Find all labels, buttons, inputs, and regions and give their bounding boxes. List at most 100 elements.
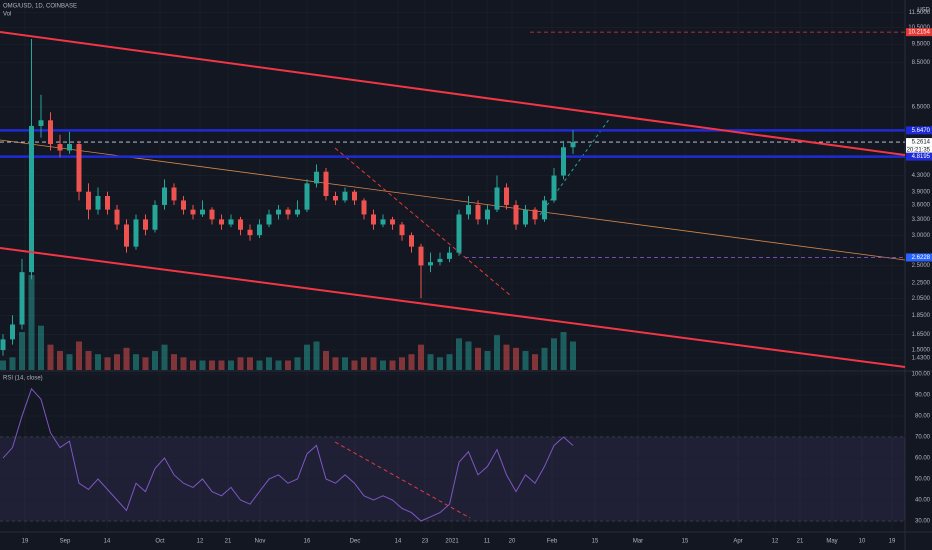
candle-body: [333, 196, 338, 201]
volume-bar: [446, 354, 453, 370]
grid: [0, 0, 905, 530]
x-tick-label: 15: [682, 539, 689, 545]
volume-bar: [313, 341, 320, 370]
volume-bar: [380, 360, 386, 370]
rsi-line: [2, 387, 574, 522]
volume-bar: [285, 360, 291, 370]
candle-body: [485, 209, 490, 220]
candle-body: [523, 209, 528, 225]
volume-bar: [323, 351, 329, 370]
y-tick-label: 2.5000: [912, 263, 931, 269]
price-tag-label: 5.2614: [912, 140, 931, 146]
candle-body: [513, 204, 519, 225]
volume-bar: [437, 357, 443, 370]
x-tick-label: 21: [225, 539, 232, 545]
volume-bar: [522, 351, 529, 370]
volume-bar: [47, 344, 54, 370]
volume-bar: [228, 360, 234, 370]
volume-bar: [551, 338, 557, 370]
candles: [0, 38, 576, 356]
candle-body: [342, 191, 348, 201]
volume-bar: [532, 354, 538, 370]
y-tick-label: 3.3000: [912, 217, 931, 223]
volume-bar: [475, 347, 481, 370]
candle-body: [19, 272, 25, 325]
candle-body: [428, 262, 433, 266]
y-tick-label: 3.6000: [912, 203, 931, 209]
price-tag: [906, 152, 932, 161]
candle-body: [285, 209, 291, 215]
candle-body: [390, 219, 395, 225]
candle-body: [67, 144, 72, 151]
candle-body: [295, 209, 300, 215]
candle-body: [447, 252, 452, 259]
volume-bar: [266, 357, 272, 370]
volume-bar: [294, 357, 301, 370]
volume-bar: [408, 354, 415, 370]
y-tick-label: 3.9000: [912, 189, 931, 195]
candle-body: [0, 339, 6, 351]
candle-body: [352, 191, 357, 201]
x-tick-label: 10: [859, 539, 866, 545]
candle-body: [456, 214, 462, 253]
x-tick-label: 14: [395, 539, 402, 545]
price-tag-label: 4.8195: [912, 154, 931, 160]
x-tick-label: 21: [797, 539, 804, 545]
symbol: OMG/USD, 1D, COINBASE: [3, 4, 77, 10]
x-tick-label: 14: [104, 539, 111, 545]
x-tick-label: Oct: [155, 539, 165, 545]
volume-bar: [95, 354, 101, 370]
price-tag: [906, 253, 932, 262]
candle-body: [361, 200, 367, 215]
price-tag: [906, 126, 932, 135]
candle-body: [190, 209, 196, 215]
price-lines: [0, 31, 905, 258]
price-tag-label: 5.6470: [912, 128, 931, 134]
candle-body: [209, 209, 215, 220]
candle-body: [466, 204, 471, 215]
x-tick-label: 19: [889, 539, 896, 545]
x-tick-label: 20: [509, 539, 516, 545]
candle-body: [532, 209, 538, 220]
volume-bar: [133, 354, 139, 370]
candle-body: [95, 196, 101, 210]
price-tag: [906, 28, 932, 37]
volume-bar: [503, 344, 510, 370]
x-tick-label: Apr: [733, 539, 742, 545]
volume-bar: [85, 351, 92, 370]
candle-body: [29, 125, 34, 273]
volume-bar: [456, 338, 462, 370]
y-tick-label: 80.00: [915, 414, 931, 420]
y-tick-label: 2.0500: [912, 296, 931, 302]
x-tick-label: Sep: [60, 539, 71, 545]
candle-body: [48, 120, 53, 145]
volume-bar: [123, 347, 130, 370]
volume: [0, 275, 576, 370]
volume-bar: [484, 351, 491, 370]
volume-bar: [161, 344, 168, 370]
candle-body: [228, 219, 234, 225]
candle-body: [57, 144, 63, 151]
channel-line: [0, 31, 906, 156]
candle-body: [152, 204, 158, 230]
volume-bar: [114, 354, 120, 370]
y-tick-label: 1.5000: [912, 348, 931, 354]
candle-body: [380, 219, 386, 225]
volume-bar: [361, 357, 367, 370]
volume-bar: [256, 360, 263, 370]
volume-bar: [304, 344, 310, 370]
volume-bar: [494, 335, 500, 370]
volume-bar: [152, 351, 158, 370]
candle-body: [314, 171, 319, 184]
y-tick-label: 100.00: [912, 372, 931, 378]
x-tick-label: 23: [422, 539, 429, 545]
candle-body: [143, 219, 148, 230]
x-tick-label: Dec: [350, 539, 361, 545]
rsi-label: RSI (14, close): [3, 376, 43, 382]
volume-bar: [0, 360, 6, 370]
axes: 1.4300 1.5000 1.6500 1.8500 2.0500 2.2500 2.50…: [22, 10, 932, 545]
volume-bar: [142, 357, 149, 370]
y-tick-label: 4.3000: [912, 173, 931, 179]
candle-body: [371, 214, 376, 225]
